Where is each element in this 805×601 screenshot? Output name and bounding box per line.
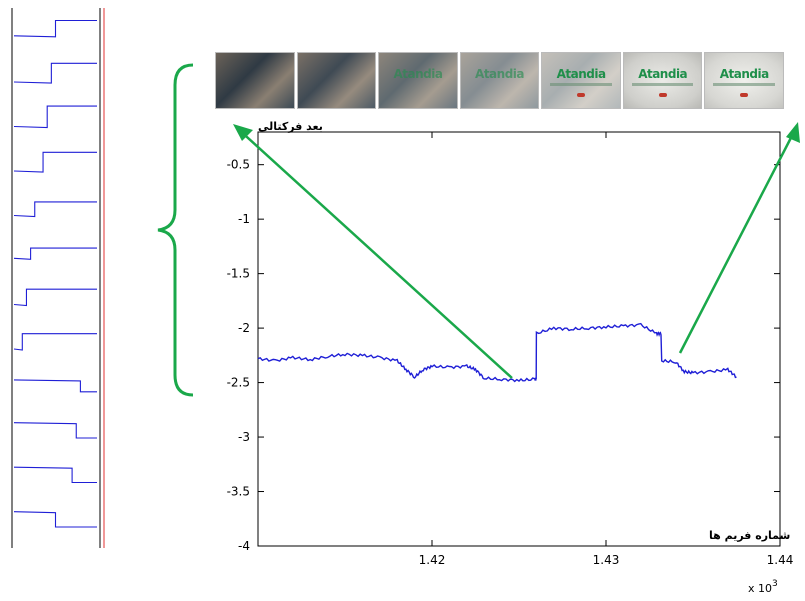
y-tick-label: -3.5 bbox=[227, 485, 250, 499]
mini-plots-column bbox=[13, 19, 97, 528]
thumbnail-brand-text: Atandia bbox=[719, 67, 769, 81]
video-frame-thumbnail: Atandia bbox=[378, 52, 458, 109]
video-frame-thumbnail: Atandia bbox=[622, 52, 703, 109]
series-line bbox=[257, 322, 737, 383]
y-tick-label: -1.5 bbox=[227, 267, 250, 281]
thumbnail-logo-mark bbox=[740, 93, 749, 97]
plot-axes bbox=[257, 131, 781, 547]
video-frame-thumbnail: Atandia bbox=[541, 52, 621, 109]
video-frame-thumbnail bbox=[215, 52, 295, 109]
axis-tick-labels: -0.5 -1 -1.5 -2 -2.5 -3 -3.5 -4 1.42 1.43 1.44 bbox=[227, 158, 794, 567]
x-exponent-base: x 10 bbox=[748, 582, 772, 595]
mini-step-plot bbox=[13, 288, 97, 307]
x-axis-label: شماره فریم ها bbox=[709, 529, 790, 542]
mini-step-plot bbox=[13, 62, 97, 84]
y-tick-label: -4 bbox=[238, 539, 250, 553]
y-tick-label: -0.5 bbox=[227, 158, 250, 172]
mini-step-plot bbox=[13, 151, 97, 173]
y-tick-label: -1 bbox=[238, 212, 250, 226]
x-tick-label: 1.43 bbox=[593, 553, 620, 567]
x-tick-label: 1.42 bbox=[419, 553, 446, 567]
thumbnail-brand-text: Atandia bbox=[393, 67, 443, 81]
right-arrowhead bbox=[786, 122, 800, 143]
mini-step-plot bbox=[13, 466, 97, 484]
y-tick-label: -3 bbox=[238, 430, 250, 444]
x-tick-label: 1.44 bbox=[767, 553, 794, 567]
y-axis-label: بعد فرکتالی bbox=[258, 120, 323, 133]
y-tick-label: -2.5 bbox=[227, 376, 250, 390]
right-arrow-line bbox=[678, 127, 798, 354]
mini-step-plot bbox=[13, 511, 97, 528]
thumbnail-brand-text: Atandia bbox=[556, 67, 606, 81]
thumbnail-subtitle-bar bbox=[550, 83, 612, 86]
video-thumbnail-strip: Atandia Atandia Atandia Atandia Atandia bbox=[215, 52, 785, 109]
mini-step-plot bbox=[13, 105, 97, 129]
thumbnail-logo-mark bbox=[577, 93, 586, 97]
annotation-arrows bbox=[233, 122, 800, 379]
left-arrow-line bbox=[236, 127, 513, 379]
x-exponent-label: x 103 bbox=[748, 579, 778, 595]
y-tick-label: -2 bbox=[238, 321, 250, 335]
mini-step-plot bbox=[13, 19, 97, 38]
x-exponent-power: 3 bbox=[772, 579, 778, 589]
video-frame-thumbnail bbox=[296, 52, 377, 109]
mini-step-plot bbox=[13, 201, 97, 218]
mini-step-plot bbox=[13, 333, 97, 351]
thumbnail-brand-text: Atandia bbox=[475, 67, 524, 81]
curly-brace bbox=[157, 63, 194, 397]
left-arrowhead bbox=[233, 124, 253, 141]
thumbnail-subtitle-bar bbox=[631, 83, 694, 86]
video-frame-thumbnail: Atandia bbox=[459, 52, 540, 109]
thumbnail-subtitle-bar bbox=[713, 83, 776, 86]
data-series bbox=[257, 322, 737, 383]
thumbnail-brand-text: Atandia bbox=[638, 67, 688, 81]
plot-frame bbox=[257, 131, 781, 547]
video-frame-thumbnail: Atandia bbox=[704, 52, 785, 109]
thumbnail-logo-mark bbox=[658, 93, 667, 97]
mini-step-plot bbox=[13, 379, 97, 393]
mini-step-plot bbox=[13, 422, 97, 439]
axis-ticks bbox=[258, 132, 781, 547]
mini-step-plot bbox=[13, 247, 97, 260]
